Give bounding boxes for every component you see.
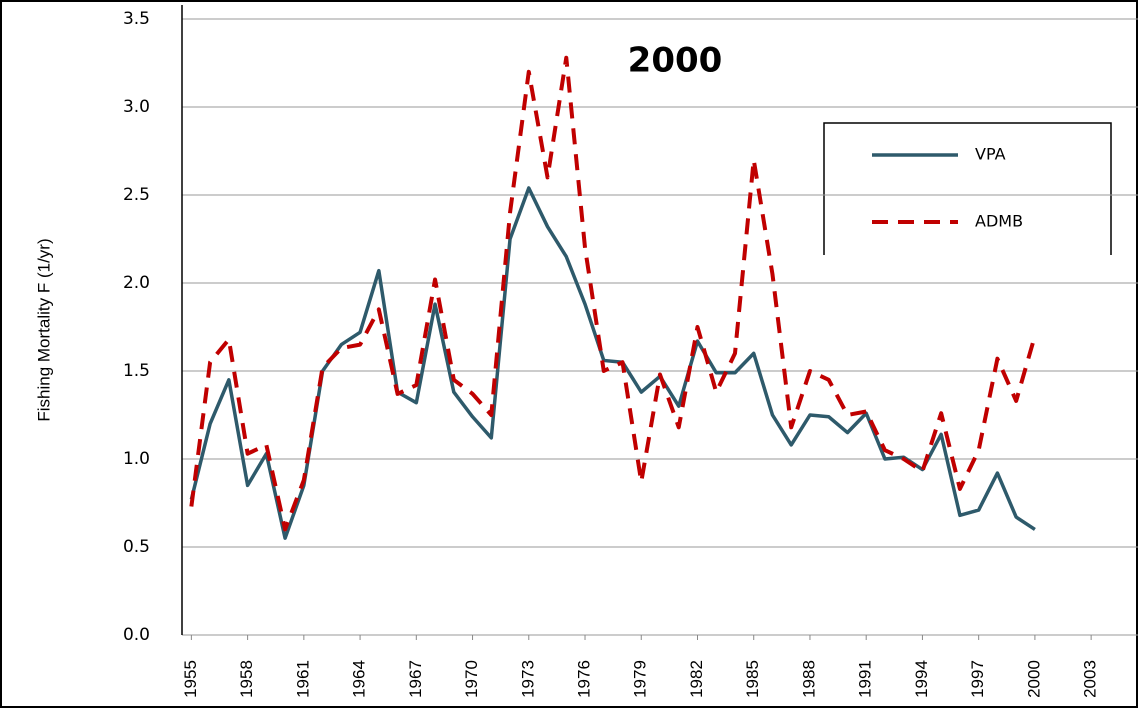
x-tick-label: 1976: [575, 660, 594, 698]
x-tick-label: 1961: [293, 660, 312, 698]
y-tick-label: 0.5: [123, 537, 150, 557]
x-tick-label: 1985: [743, 660, 762, 698]
y-tick-label: 3.0: [123, 97, 150, 117]
x-tick-label: 1964: [350, 660, 369, 698]
y-tick-label: 1.0: [123, 449, 150, 469]
series-line: [189, 186, 1036, 540]
y-tick-label: 2.0: [123, 273, 150, 293]
x-tick-label: 1958: [237, 660, 256, 698]
x-tick-label: 1979: [631, 660, 650, 698]
x-tick-label: 1970: [462, 660, 481, 698]
legend-label: VPA: [975, 145, 1006, 164]
x-tick-label: 1982: [687, 660, 706, 698]
legend-label: ADMB: [975, 212, 1023, 231]
x-tick-label: 1994: [912, 660, 931, 698]
y-axis-label: Fishing Mortality F (1/yr): [34, 238, 53, 421]
x-tick-label: 1955: [181, 660, 200, 698]
x-tick-label: 2003: [1081, 660, 1100, 698]
x-tick-label: 1967: [406, 660, 425, 698]
chart-title: 2000: [628, 41, 723, 81]
x-tick-label: 1991: [856, 660, 875, 698]
y-tick-label: 2.5: [123, 185, 150, 205]
x-tick-label: 1973: [518, 660, 537, 698]
y-tick-label: 1.5: [123, 361, 150, 381]
y-tick-label: 3.5: [123, 9, 150, 29]
y-tick-label: 0.0: [123, 625, 150, 645]
x-tick-label: 1997: [968, 660, 987, 698]
series-line: [189, 55, 1037, 532]
legend-box: [823, 122, 1112, 255]
x-tick-label: 1988: [799, 660, 818, 698]
x-tick-label: 2000: [1024, 660, 1043, 698]
